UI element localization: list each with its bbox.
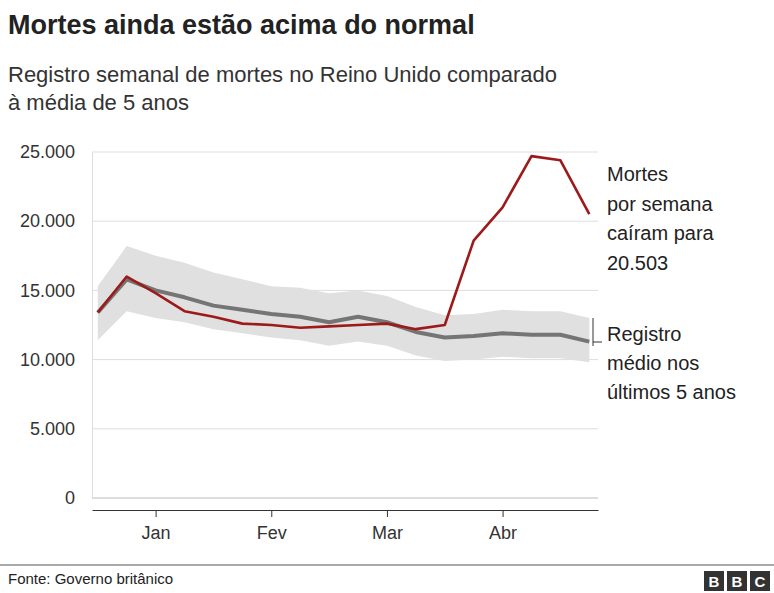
x-axis-line [93, 510, 599, 511]
y-tick: 10.000 [20, 350, 92, 370]
y-tick-label: 5.000 [30, 419, 75, 439]
x-tick-mark [387, 510, 388, 517]
grid-line [92, 498, 598, 499]
y-tick-label: 15.000 [20, 281, 75, 301]
logo-box [704, 571, 724, 591]
x-tick-label: Mar [372, 523, 403, 543]
logo-text: BBC [709, 573, 766, 590]
grid-line [92, 221, 598, 222]
annotation: Mortes por semana caíram para 20.503 [607, 163, 715, 274]
annotation-text: 20.503 [607, 252, 668, 274]
annotation-text: por semana [607, 193, 713, 215]
y-axis-line [92, 153, 93, 499]
x-tick: Fev [257, 510, 287, 543]
x-tick-label: Fev [257, 523, 287, 543]
grid-line [92, 428, 598, 429]
subtitle: à média de 5 anos [8, 90, 189, 115]
annotation-leader [593, 342, 602, 343]
annotation-text: últimos 5 anos [607, 381, 736, 403]
x-tick-mark [156, 510, 157, 517]
annotation-text: Mortes [607, 163, 668, 185]
logo: BBC [704, 571, 770, 591]
title: Mortes ainda estão acima do normal [8, 10, 475, 40]
x-tick-label: Abr [489, 523, 517, 543]
annotation-text: Registro [607, 323, 681, 345]
series-line [98, 279, 590, 341]
chart: Mortes ainda estão acima do normal Regist… [0, 0, 774, 593]
subtitle: Registro semanal de mortes no Reino Unid… [8, 62, 557, 87]
annotation: Registro médio nos últimos 5 anos [593, 318, 736, 403]
y-tick: 20.000 [20, 211, 92, 231]
grid-line [92, 359, 598, 360]
x-tick: Mar [372, 510, 403, 543]
footer-rule [0, 565, 774, 566]
y-tick-label: 0 [65, 488, 75, 508]
x-tick-mark [271, 510, 272, 517]
x-tick: Abr [489, 510, 517, 543]
series-line [98, 156, 590, 329]
source: Fonte: Governo britânico [8, 570, 173, 587]
y-axis: 0 5.000 10.000 15.000 20.000 25.000 [20, 142, 93, 508]
plot-area [98, 156, 590, 362]
logo-box [750, 571, 770, 591]
grid-line [92, 152, 598, 153]
y-tick-label: 25.000 [20, 142, 75, 162]
y-tick: 0 [65, 488, 92, 508]
x-tick-label: Jan [142, 523, 171, 543]
annotation-text: médio nos [607, 352, 699, 374]
y-tick-label: 20.000 [20, 211, 75, 231]
grid [92, 152, 598, 498]
x-axis: Jan Fev Mar Abr [93, 510, 599, 543]
logo-box [727, 571, 747, 591]
y-tick: 5.000 [30, 419, 92, 439]
y-tick-label: 10.000 [20, 350, 75, 370]
x-tick: Jan [142, 510, 171, 543]
y-tick: 15.000 [20, 281, 92, 301]
y-tick: 25.000 [20, 142, 92, 162]
x-tick-mark [503, 510, 504, 517]
annotation-text: caíram para [607, 222, 715, 244]
